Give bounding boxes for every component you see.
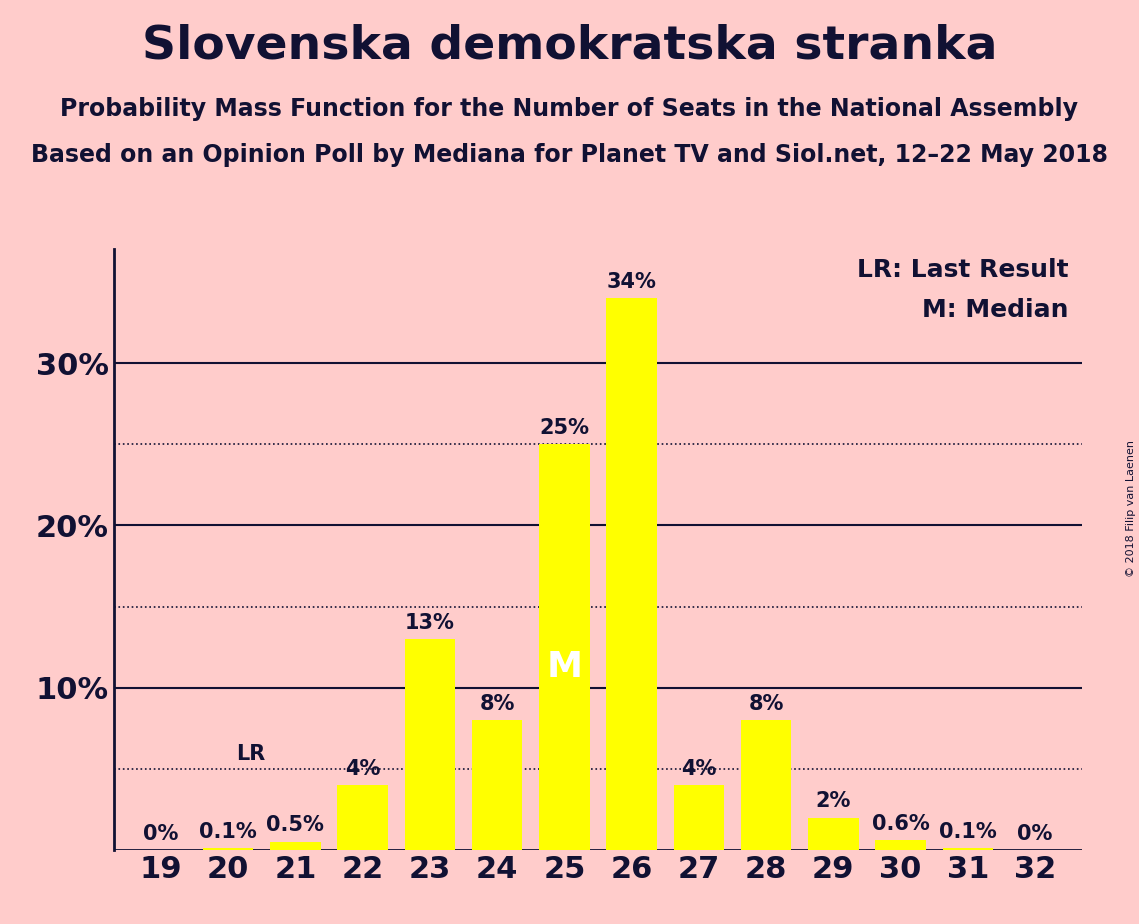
Text: 0.6%: 0.6% <box>871 814 929 833</box>
Bar <box>270 842 321 850</box>
Text: 25%: 25% <box>540 418 589 438</box>
Text: Probability Mass Function for the Number of Seats in the National Assembly: Probability Mass Function for the Number… <box>60 97 1079 121</box>
Text: 0.5%: 0.5% <box>267 816 325 835</box>
Text: © 2018 Filip van Laenen: © 2018 Filip van Laenen <box>1126 440 1136 577</box>
Text: 0.1%: 0.1% <box>199 822 257 842</box>
Text: M: M <box>547 650 582 685</box>
Bar <box>740 720 792 850</box>
Text: 4%: 4% <box>681 759 716 779</box>
Text: 0.1%: 0.1% <box>939 822 997 842</box>
Bar <box>808 818 859 850</box>
Bar <box>539 444 590 850</box>
Text: 0%: 0% <box>144 823 179 844</box>
Bar <box>673 785 724 850</box>
Text: 8%: 8% <box>748 694 784 713</box>
Bar <box>943 848 993 850</box>
Bar <box>337 785 388 850</box>
Bar <box>606 298 657 850</box>
Text: M: Median: M: Median <box>923 298 1068 322</box>
Text: 4%: 4% <box>345 759 380 779</box>
Text: Based on an Opinion Poll by Mediana for Planet TV and Siol.net, 12–22 May 2018: Based on an Opinion Poll by Mediana for … <box>31 143 1108 167</box>
Text: 8%: 8% <box>480 694 515 713</box>
Bar <box>875 840 926 850</box>
Text: LR: Last Result: LR: Last Result <box>857 258 1068 282</box>
Text: 2%: 2% <box>816 791 851 811</box>
Text: LR: LR <box>236 744 265 764</box>
Text: 34%: 34% <box>607 272 656 292</box>
Bar <box>203 848 253 850</box>
Bar <box>472 720 523 850</box>
Text: Slovenska demokratska stranka: Slovenska demokratska stranka <box>141 23 998 68</box>
Text: 0%: 0% <box>1017 823 1052 844</box>
Bar <box>404 639 456 850</box>
Text: 13%: 13% <box>405 613 454 633</box>
